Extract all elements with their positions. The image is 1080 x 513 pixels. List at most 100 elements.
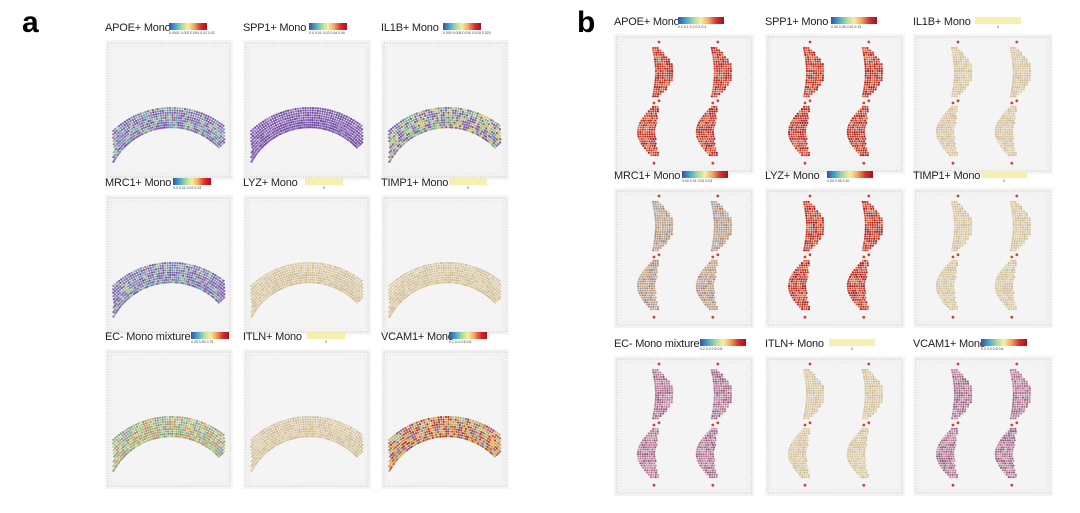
color-legend: 0.2 0.4 0.6 0.8 bbox=[981, 339, 1027, 351]
spatial-plot bbox=[107, 197, 231, 333]
color-legend: 0.00 0.05 0.10 bbox=[827, 171, 873, 183]
spatial-plot bbox=[915, 36, 1051, 172]
tissue-spots bbox=[935, 362, 1031, 487]
plot-title: TIMP1+ Mono bbox=[381, 177, 449, 189]
plot-title: VCAM1+ Mono bbox=[381, 331, 454, 343]
plot-a-4: MRC1+ Mono 0.0 0.01 0.02 0.03 bbox=[105, 177, 241, 337]
fiducial-frame bbox=[245, 197, 369, 333]
plot-title: SPP1+ Mono bbox=[765, 16, 829, 28]
plot-title: IL1B+ Mono bbox=[381, 22, 439, 34]
plot-title: EC- Mono mixture bbox=[105, 331, 191, 343]
legend-ticks: 0.00 0.01 0.02 0.03 bbox=[682, 179, 713, 183]
fiducial-frame bbox=[383, 351, 507, 487]
legend-colorbar bbox=[831, 17, 877, 24]
color-legend: 0.0001 0.002 0.004 0.01 0.02 bbox=[169, 23, 215, 35]
legend-ticks: 0 bbox=[467, 186, 469, 190]
color-legend: 0 bbox=[975, 17, 1021, 29]
fiducial-frame bbox=[915, 190, 1051, 326]
tissue-spots bbox=[935, 194, 1031, 319]
legend-ticks: 0.00 0.05 0.10 bbox=[827, 179, 850, 183]
color-legend: 0.00 0.01 0.02 0.03 bbox=[682, 171, 728, 183]
plot-a-5: LYZ+ Mono 0 bbox=[243, 177, 379, 337]
legend-colorbar bbox=[829, 339, 875, 346]
spatial-plot bbox=[616, 358, 752, 494]
legend-colorbar bbox=[449, 332, 487, 339]
color-legend: 0.2 0.4 0.6 0.8 bbox=[700, 339, 746, 351]
plot-b-4: MRC1+ Mono 0.00 0.01 0.02 0.03 bbox=[614, 170, 762, 330]
tissue-spots bbox=[636, 362, 732, 487]
plot-b-2: SPP1+ Mono 0.00 0.05 0.10 0.15 bbox=[765, 16, 913, 176]
spatial-plot bbox=[383, 42, 507, 178]
spatial-slide bbox=[765, 356, 905, 496]
fiducial-frame bbox=[245, 351, 369, 487]
plot-b-3: IL1B+ Mono 0 bbox=[913, 16, 1061, 176]
tissue-spots bbox=[935, 40, 1031, 165]
legend-colorbar bbox=[305, 178, 343, 185]
fiducial-frame bbox=[767, 358, 903, 494]
legend-ticks: 0.000 0.005 0.010 0.015 0.020 bbox=[443, 31, 491, 35]
plot-title: ITLN+ Mono bbox=[243, 331, 302, 343]
plot-a-6: TIMP1+ Mono 0 bbox=[381, 177, 517, 337]
legend-ticks: 0.00 0.05 0.10 0.15 bbox=[831, 25, 862, 29]
spatial-plot bbox=[383, 197, 507, 333]
plot-a-2: SPP1+ Mono 0.0 0.01 0.02 0.04 0.06 bbox=[243, 22, 379, 182]
plot-a-9: VCAM1+ Mono 0.2 0.4 0.6 0.8 bbox=[381, 331, 517, 491]
fiducial-frame bbox=[107, 197, 231, 333]
plot-a-1: APOE+ Mono 0.0001 0.002 0.004 0.01 0.02 bbox=[105, 22, 241, 182]
legend-ticks: 0.2 0.4 0.6 0.8 bbox=[700, 347, 723, 351]
tissue-spots bbox=[388, 415, 502, 472]
color-legend: 0 bbox=[307, 332, 345, 344]
fiducial-frame bbox=[767, 36, 903, 172]
plot-title: MRC1+ Mono bbox=[105, 177, 172, 189]
legend-colorbar bbox=[191, 332, 229, 339]
legend-colorbar bbox=[981, 339, 1027, 346]
plot-title: MRC1+ Mono bbox=[614, 170, 681, 182]
tissue-spots bbox=[388, 106, 502, 163]
legend-colorbar bbox=[700, 339, 746, 346]
spatial-slide bbox=[614, 34, 754, 174]
fiducial-frame bbox=[245, 42, 369, 178]
color-legend: 0.0 0.01 0.02 0.04 0.06 bbox=[309, 23, 347, 35]
plot-b-6: TIMP1+ Mono 0 bbox=[913, 170, 1061, 330]
legend-ticks: 0.0 0.01 0.02 0.03 bbox=[173, 186, 202, 190]
color-legend: 0.000 0.005 0.010 0.015 0.020 bbox=[443, 23, 491, 35]
color-legend: 0 bbox=[449, 178, 487, 190]
plot-b-1: APOE+ Mono 0.0 0.1 0.2 0.3 0.4 bbox=[614, 16, 762, 176]
fiducial-frame bbox=[383, 42, 507, 178]
tissue-spots bbox=[787, 194, 883, 319]
panel-b-label: b bbox=[577, 6, 596, 39]
spatial-slide bbox=[243, 349, 371, 489]
legend-colorbar bbox=[169, 23, 207, 30]
spatial-slide bbox=[765, 34, 905, 174]
plot-b-7: EC- Mono mixture 0.2 0.4 0.6 0.8 bbox=[614, 338, 762, 498]
legend-colorbar bbox=[307, 332, 345, 339]
plot-b-8: ITLN+ Mono 0 bbox=[765, 338, 913, 498]
tissue-spots bbox=[112, 415, 226, 472]
legend-ticks: 0 bbox=[997, 25, 999, 29]
tissue-spots bbox=[787, 362, 883, 487]
fiducial-frame bbox=[383, 197, 507, 333]
spatial-slide bbox=[913, 188, 1053, 328]
tissue-spots bbox=[112, 261, 226, 318]
plot-b-9: VCAM1+ Mono 0.2 0.4 0.6 0.8 bbox=[913, 338, 1061, 498]
legend-colorbar bbox=[173, 178, 211, 185]
spatial-plot bbox=[767, 36, 903, 172]
spatial-plot bbox=[383, 351, 507, 487]
tissue-spots bbox=[636, 40, 732, 165]
legend-ticks: 0 bbox=[851, 347, 853, 351]
legend-colorbar bbox=[827, 171, 873, 178]
fiducial-frame bbox=[616, 190, 752, 326]
spatial-plot bbox=[915, 190, 1051, 326]
plot-title: ITLN+ Mono bbox=[765, 338, 824, 350]
legend-ticks: 0.0 0.1 0.2 0.3 0.4 bbox=[678, 25, 707, 29]
plot-title: LYZ+ Mono bbox=[243, 177, 298, 189]
tissue-spots bbox=[112, 106, 226, 163]
plot-a-8: ITLN+ Mono 0 bbox=[243, 331, 379, 491]
spatial-plot bbox=[616, 36, 752, 172]
legend-ticks: 0.2 0.4 0.6 0.8 bbox=[981, 347, 1004, 351]
plot-title: VCAM1+ Mono bbox=[913, 338, 986, 350]
spatial-plot bbox=[767, 358, 903, 494]
color-legend: 0 bbox=[829, 339, 875, 351]
tissue-spots bbox=[636, 194, 732, 319]
spatial-slide bbox=[243, 40, 371, 180]
